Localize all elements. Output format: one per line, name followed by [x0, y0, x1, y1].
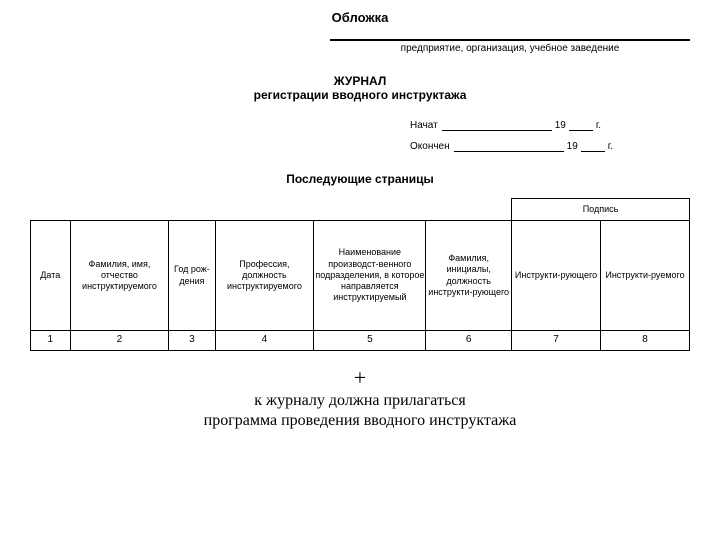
- journal-title: ЖУРНАЛ: [30, 74, 690, 88]
- started-year-fill: [569, 120, 593, 131]
- column-header: Фамилия, инициалы, должность инструкти-р…: [426, 221, 512, 331]
- signature-header: Подпись: [512, 199, 690, 221]
- org-underline: [330, 39, 690, 41]
- journal-heading: ЖУРНАЛ регистрации вводного инструктажа: [30, 74, 690, 102]
- column-header: Фамилия, имя, отчество инструктируемого: [70, 221, 169, 331]
- columns-header-row: ДатаФамилия, имя, отчество инструктируем…: [31, 221, 690, 331]
- column-number: 7: [512, 331, 601, 351]
- started-row: Начат 19 г.: [410, 120, 690, 131]
- column-header: Инструкти-руемого: [600, 221, 689, 331]
- column-number: 2: [70, 331, 169, 351]
- empty-header: [426, 199, 512, 221]
- finished-year-prefix: 19: [567, 141, 578, 152]
- finished-label: Окончен: [410, 141, 450, 152]
- column-number: 5: [314, 331, 426, 351]
- cover-title: Обложка: [30, 10, 690, 25]
- empty-header: [169, 199, 215, 221]
- column-header: Инструкти-рующего: [512, 221, 601, 331]
- column-header: Дата: [31, 221, 71, 331]
- column-header: Профессия, должность инструктируемого: [215, 221, 314, 331]
- finished-year-suffix: г.: [608, 141, 613, 152]
- started-label: Начат: [410, 120, 438, 131]
- finished-year-fill: [581, 141, 605, 152]
- pages-title: Последующие страницы: [30, 172, 690, 186]
- column-number: 8: [600, 331, 689, 351]
- column-number: 4: [215, 331, 314, 351]
- journal-subtitle: регистрации вводного инструктажа: [30, 88, 690, 102]
- footer-note: к журналу должна прилагаться программа п…: [30, 391, 690, 431]
- empty-header: [215, 199, 314, 221]
- column-number: 3: [169, 331, 215, 351]
- finished-fill: [454, 141, 564, 152]
- started-year-prefix: 19: [555, 120, 566, 131]
- empty-header: [70, 199, 169, 221]
- started-fill: [442, 120, 552, 131]
- column-header: Год рож-дения: [169, 221, 215, 331]
- empty-header: [314, 199, 426, 221]
- note-line-2: программа проведения вводного инструктаж…: [204, 412, 517, 429]
- plus-sign: +: [30, 365, 690, 391]
- columns-number-row: 12345678: [31, 331, 690, 351]
- note-line-1: к журналу должна прилагаться: [254, 392, 465, 409]
- org-caption: предприятие, организация, учебное заведе…: [330, 43, 690, 54]
- column-number: 6: [426, 331, 512, 351]
- started-year-suffix: г.: [596, 120, 601, 131]
- finished-row: Окончен 19 г.: [410, 141, 690, 152]
- empty-header: [31, 199, 71, 221]
- column-header: Наименование производст-венного подразде…: [314, 221, 426, 331]
- signature-header-row: Подпись: [31, 199, 690, 221]
- date-block: Начат 19 г. Окончен 19 г.: [410, 120, 690, 152]
- column-number: 1: [31, 331, 71, 351]
- register-table: Подпись ДатаФамилия, имя, отчество инстр…: [30, 198, 690, 351]
